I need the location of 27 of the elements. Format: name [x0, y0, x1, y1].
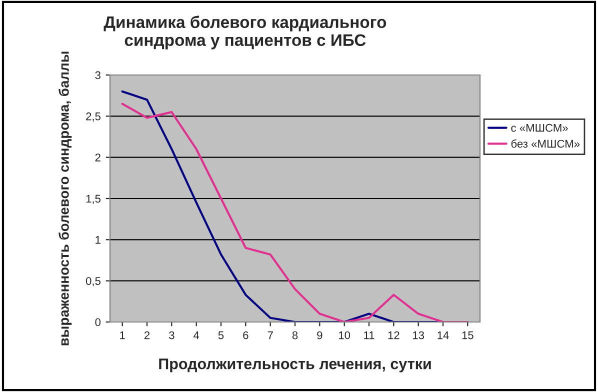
- y-tick-label: 2: [95, 154, 100, 162]
- x-tick-label: 13: [413, 331, 424, 340]
- legend-label: с «МШСМ»: [511, 124, 568, 132]
- x-tick-label: 11: [364, 331, 374, 340]
- y-tick-label: 1: [96, 236, 100, 244]
- y-tick-label: 1,5: [86, 194, 101, 204]
- x-tick-label: 5: [218, 331, 224, 340]
- x-axis-title: Продолжительность лечения, сутки: [159, 358, 431, 372]
- x-tick-label: 10: [339, 331, 350, 340]
- x-tick-label: 1: [120, 331, 125, 340]
- y-tick-label: 0,5: [86, 277, 101, 286]
- x-tick-label: 4: [194, 331, 200, 340]
- legend-label: без «МШСМ»: [511, 139, 580, 148]
- x-tick-label: 6: [243, 331, 248, 340]
- x-tick-label: 7: [268, 331, 273, 340]
- x-tick-label: 8: [292, 331, 298, 340]
- y-axis-title: выраженность болевого синдрома, баллы: [58, 52, 72, 346]
- y-tick-label: 3: [95, 71, 100, 80]
- x-tick-label: 3: [169, 331, 174, 340]
- x-tick-label: 9: [317, 331, 322, 340]
- x-tick-label: 12: [388, 331, 400, 340]
- x-tick-label: 14: [438, 331, 449, 340]
- x-tick-label: 15: [462, 331, 474, 340]
- x-tick-label: 2: [144, 331, 150, 340]
- y-tick-label: 2,5: [86, 112, 101, 122]
- y-tick-label: 0: [95, 318, 101, 326]
- chart-title: Динамика болевого кардиального синдрома у пациентов с ИБС: [104, 16, 386, 50]
